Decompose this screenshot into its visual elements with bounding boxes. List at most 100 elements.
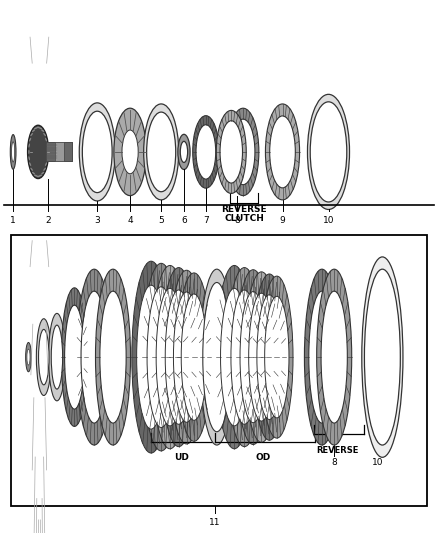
Ellipse shape <box>32 172 35 174</box>
Text: 8: 8 <box>234 216 240 225</box>
Ellipse shape <box>309 291 335 423</box>
Ellipse shape <box>51 325 63 389</box>
Bar <box>11 235 427 506</box>
Ellipse shape <box>11 142 14 162</box>
Ellipse shape <box>46 156 48 160</box>
Ellipse shape <box>177 273 211 441</box>
Text: 11: 11 <box>209 518 220 527</box>
Ellipse shape <box>28 150 30 154</box>
Ellipse shape <box>32 130 35 132</box>
Ellipse shape <box>221 288 248 426</box>
Ellipse shape <box>257 295 282 419</box>
Ellipse shape <box>161 268 197 447</box>
Ellipse shape <box>226 268 262 447</box>
Ellipse shape <box>34 127 37 129</box>
Ellipse shape <box>180 141 187 163</box>
Ellipse shape <box>240 292 266 423</box>
Text: UD: UD <box>174 453 189 462</box>
Ellipse shape <box>216 265 253 449</box>
Ellipse shape <box>36 319 51 395</box>
Ellipse shape <box>10 135 16 169</box>
Ellipse shape <box>152 265 188 449</box>
Ellipse shape <box>49 313 65 401</box>
Ellipse shape <box>34 175 37 176</box>
Bar <box>46 142 55 161</box>
Ellipse shape <box>77 269 112 445</box>
Ellipse shape <box>28 156 30 160</box>
Ellipse shape <box>41 172 44 174</box>
Ellipse shape <box>165 290 192 424</box>
FancyBboxPatch shape <box>46 142 72 161</box>
Ellipse shape <box>310 102 347 202</box>
Ellipse shape <box>132 261 170 453</box>
Ellipse shape <box>362 257 403 457</box>
Ellipse shape <box>321 291 347 423</box>
Ellipse shape <box>46 143 48 148</box>
Ellipse shape <box>216 110 246 193</box>
Ellipse shape <box>203 282 231 432</box>
Ellipse shape <box>122 130 138 174</box>
Ellipse shape <box>249 293 274 421</box>
Ellipse shape <box>193 116 219 188</box>
Ellipse shape <box>95 269 131 445</box>
Ellipse shape <box>43 168 46 171</box>
Ellipse shape <box>47 150 48 154</box>
Ellipse shape <box>261 276 293 438</box>
Ellipse shape <box>231 119 255 185</box>
Text: 5: 5 <box>158 216 164 225</box>
Text: 9: 9 <box>279 216 286 225</box>
Ellipse shape <box>79 103 115 201</box>
Ellipse shape <box>45 162 47 166</box>
Ellipse shape <box>41 130 44 132</box>
Ellipse shape <box>231 290 258 424</box>
Ellipse shape <box>81 291 107 423</box>
Text: REVERSE: REVERSE <box>316 446 358 455</box>
Ellipse shape <box>144 104 179 200</box>
Ellipse shape <box>82 111 112 192</box>
Ellipse shape <box>65 305 84 409</box>
Ellipse shape <box>39 329 49 385</box>
Ellipse shape <box>265 104 300 200</box>
Ellipse shape <box>200 269 233 445</box>
Ellipse shape <box>220 121 243 183</box>
Ellipse shape <box>100 291 126 423</box>
Ellipse shape <box>39 175 42 176</box>
Ellipse shape <box>169 270 204 444</box>
Ellipse shape <box>45 138 47 142</box>
Ellipse shape <box>307 94 350 209</box>
Text: 10: 10 <box>372 458 384 467</box>
Ellipse shape <box>27 349 30 365</box>
Ellipse shape <box>36 126 40 128</box>
Ellipse shape <box>156 288 184 426</box>
Ellipse shape <box>28 143 30 148</box>
Text: 1: 1 <box>10 216 16 225</box>
Ellipse shape <box>39 127 42 129</box>
Ellipse shape <box>227 108 259 196</box>
Bar <box>64 142 72 161</box>
Text: 2: 2 <box>46 216 51 225</box>
Ellipse shape <box>270 116 295 188</box>
Ellipse shape <box>142 263 180 451</box>
Ellipse shape <box>178 134 190 169</box>
Ellipse shape <box>114 108 146 196</box>
Ellipse shape <box>253 274 286 440</box>
Ellipse shape <box>31 128 48 176</box>
Text: REVERSE: REVERSE <box>221 205 267 214</box>
Ellipse shape <box>304 269 339 445</box>
Ellipse shape <box>28 125 49 179</box>
Ellipse shape <box>30 133 33 136</box>
Ellipse shape <box>181 294 207 420</box>
Text: 7: 7 <box>203 216 209 225</box>
Text: 4: 4 <box>127 216 133 225</box>
Ellipse shape <box>147 287 175 427</box>
Ellipse shape <box>317 269 352 445</box>
Ellipse shape <box>364 269 400 445</box>
Ellipse shape <box>61 288 88 426</box>
Ellipse shape <box>137 285 166 429</box>
Text: OD: OD <box>255 453 270 462</box>
Ellipse shape <box>236 270 271 445</box>
Ellipse shape <box>265 296 289 418</box>
Ellipse shape <box>29 138 31 142</box>
Ellipse shape <box>244 272 279 442</box>
Ellipse shape <box>173 292 200 422</box>
